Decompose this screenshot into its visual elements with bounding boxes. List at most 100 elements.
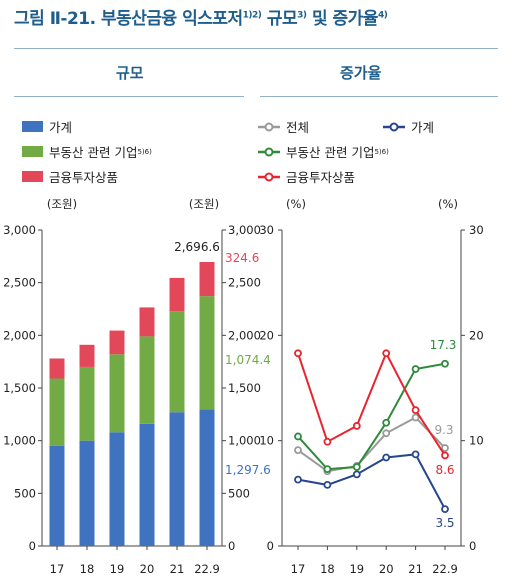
section-title-growth: 증가율	[340, 64, 382, 82]
line-y-unit-left: (%)	[286, 197, 306, 211]
bar-x-tick-label: 17	[50, 562, 65, 576]
bar-y-unit-right: (조원)	[189, 197, 219, 211]
bar-right-tick-label: 2,500	[228, 276, 261, 290]
legend-realestate: 부동산 관련 기업 5)6)	[22, 142, 152, 161]
line-series-financial	[297, 350, 446, 456]
legend-swatch-household	[22, 121, 43, 132]
bar-segment	[79, 344, 95, 367]
line-point-household	[441, 505, 449, 514]
legend-household-line: 가계	[383, 117, 434, 136]
bar-left-tick-label: 0	[29, 539, 36, 553]
line-last-value-label-realestate: 17.3	[430, 338, 457, 352]
bar-x-tick-label: 22.9	[194, 562, 220, 576]
line-point-financial	[352, 422, 361, 430]
line-point-total	[411, 413, 420, 422]
line-point-household	[323, 481, 332, 489]
legend-household: 가계	[22, 117, 72, 136]
bar-segment	[79, 366, 95, 441]
left-section-rule	[14, 96, 244, 97]
bar-segment	[199, 261, 215, 297]
line-point-financial	[441, 451, 449, 460]
bar-segment	[109, 330, 125, 355]
bar-total-label: 2,696.6	[174, 240, 220, 254]
title-rule	[14, 48, 498, 49]
bar-segment	[49, 358, 65, 379]
legend-financial-line: 금융투자상품	[258, 167, 355, 186]
line-point-total	[441, 444, 449, 452]
line-point-realestate	[411, 365, 420, 373]
line-point-total	[382, 429, 391, 438]
line-last-value-label-total: 9.3	[434, 423, 453, 437]
bar-right-tick-label: 1,000	[228, 434, 261, 448]
line-point-household	[411, 450, 420, 459]
bar-segment	[109, 432, 125, 546]
legend-swatch-financial	[22, 171, 43, 182]
bar-x-tick-label: 20	[140, 562, 155, 576]
line-point-realestate	[352, 463, 361, 471]
line-right-tick-label: 0	[469, 539, 476, 553]
bar-right-tick-label: 3,000	[228, 223, 261, 237]
line-series-realestate	[297, 362, 446, 471]
bar-segment	[49, 445, 65, 546]
line-x-tick-label: 17	[291, 562, 306, 576]
bar-left-tick-label: 2,000	[3, 328, 36, 342]
line-point-realestate	[441, 359, 449, 368]
line-x-tick-label: 21	[408, 562, 423, 576]
bar-last-value-label: 324.6	[225, 251, 259, 265]
legend-swatch-realestate	[22, 146, 43, 157]
line-point-financial	[382, 349, 391, 358]
right-section-rule	[260, 96, 498, 97]
line-series-household	[297, 453, 446, 510]
line-point-financial	[294, 349, 302, 358]
bar-last-value-label: 1,074.4	[225, 353, 271, 367]
line-point-household	[294, 475, 302, 484]
line-last-value-label-financial: 8.6	[435, 463, 454, 477]
line-point-realestate	[382, 418, 391, 427]
legend-marker-total	[258, 122, 280, 131]
line-right-tick-label: 30	[469, 223, 484, 237]
legend-total-line: 전체	[258, 117, 309, 136]
bar-right-tick-label: 2,000	[228, 328, 261, 342]
bar-segment	[199, 296, 215, 410]
line-x-tick-label: 19	[349, 562, 364, 576]
bar-right-tick-label: 0	[228, 539, 235, 553]
legend-marker-household	[383, 122, 405, 131]
bar-segment	[169, 412, 185, 546]
line-x-tick-label: 18	[320, 562, 335, 576]
line-y-unit-right: (%)	[438, 197, 458, 211]
bar-segment	[49, 378, 65, 446]
bar-segment	[199, 409, 215, 546]
bar-segment	[79, 440, 95, 546]
bar-x-tick-label: 19	[110, 562, 125, 576]
bar-segment	[139, 336, 155, 424]
line-point-total	[294, 446, 302, 455]
bar-segment	[139, 307, 155, 337]
bar-x-tick-label: 18	[80, 562, 95, 576]
bar-left-tick-label: 1,500	[3, 381, 36, 395]
line-left-tick-label: 20	[259, 328, 274, 342]
line-right-tick-label: 10	[469, 434, 484, 448]
bar-x-tick-label: 21	[170, 562, 185, 576]
legend-realestate-line: 부동산 관련 기업 5)6)	[258, 142, 389, 161]
line-point-realestate	[323, 465, 332, 474]
bar-y-unit-left: (조원)	[47, 197, 77, 211]
bar-right-tick-label: 500	[228, 486, 250, 500]
section-title-size: 규모	[116, 64, 144, 82]
legend-marker-realestate	[258, 147, 280, 156]
legend-financial: 금융투자상품	[22, 167, 118, 186]
line-left-tick-label: 0	[267, 539, 274, 553]
bar-last-value-label: 1,297.6	[225, 463, 271, 477]
bar-segment	[109, 354, 125, 433]
bar-left-tick-label: 1,000	[3, 434, 36, 448]
line-left-tick-label: 30	[259, 223, 274, 237]
line-left-tick-label: 10	[259, 434, 274, 448]
line-point-financial	[411, 406, 420, 415]
line-point-household	[382, 453, 391, 462]
bar-left-tick-label: 2,500	[3, 276, 36, 290]
bar-segment	[169, 277, 185, 312]
line-point-financial	[323, 437, 332, 446]
line-right-tick-label: 20	[469, 328, 484, 342]
bar-left-tick-label: 500	[14, 486, 36, 500]
bar-segment	[139, 423, 155, 546]
